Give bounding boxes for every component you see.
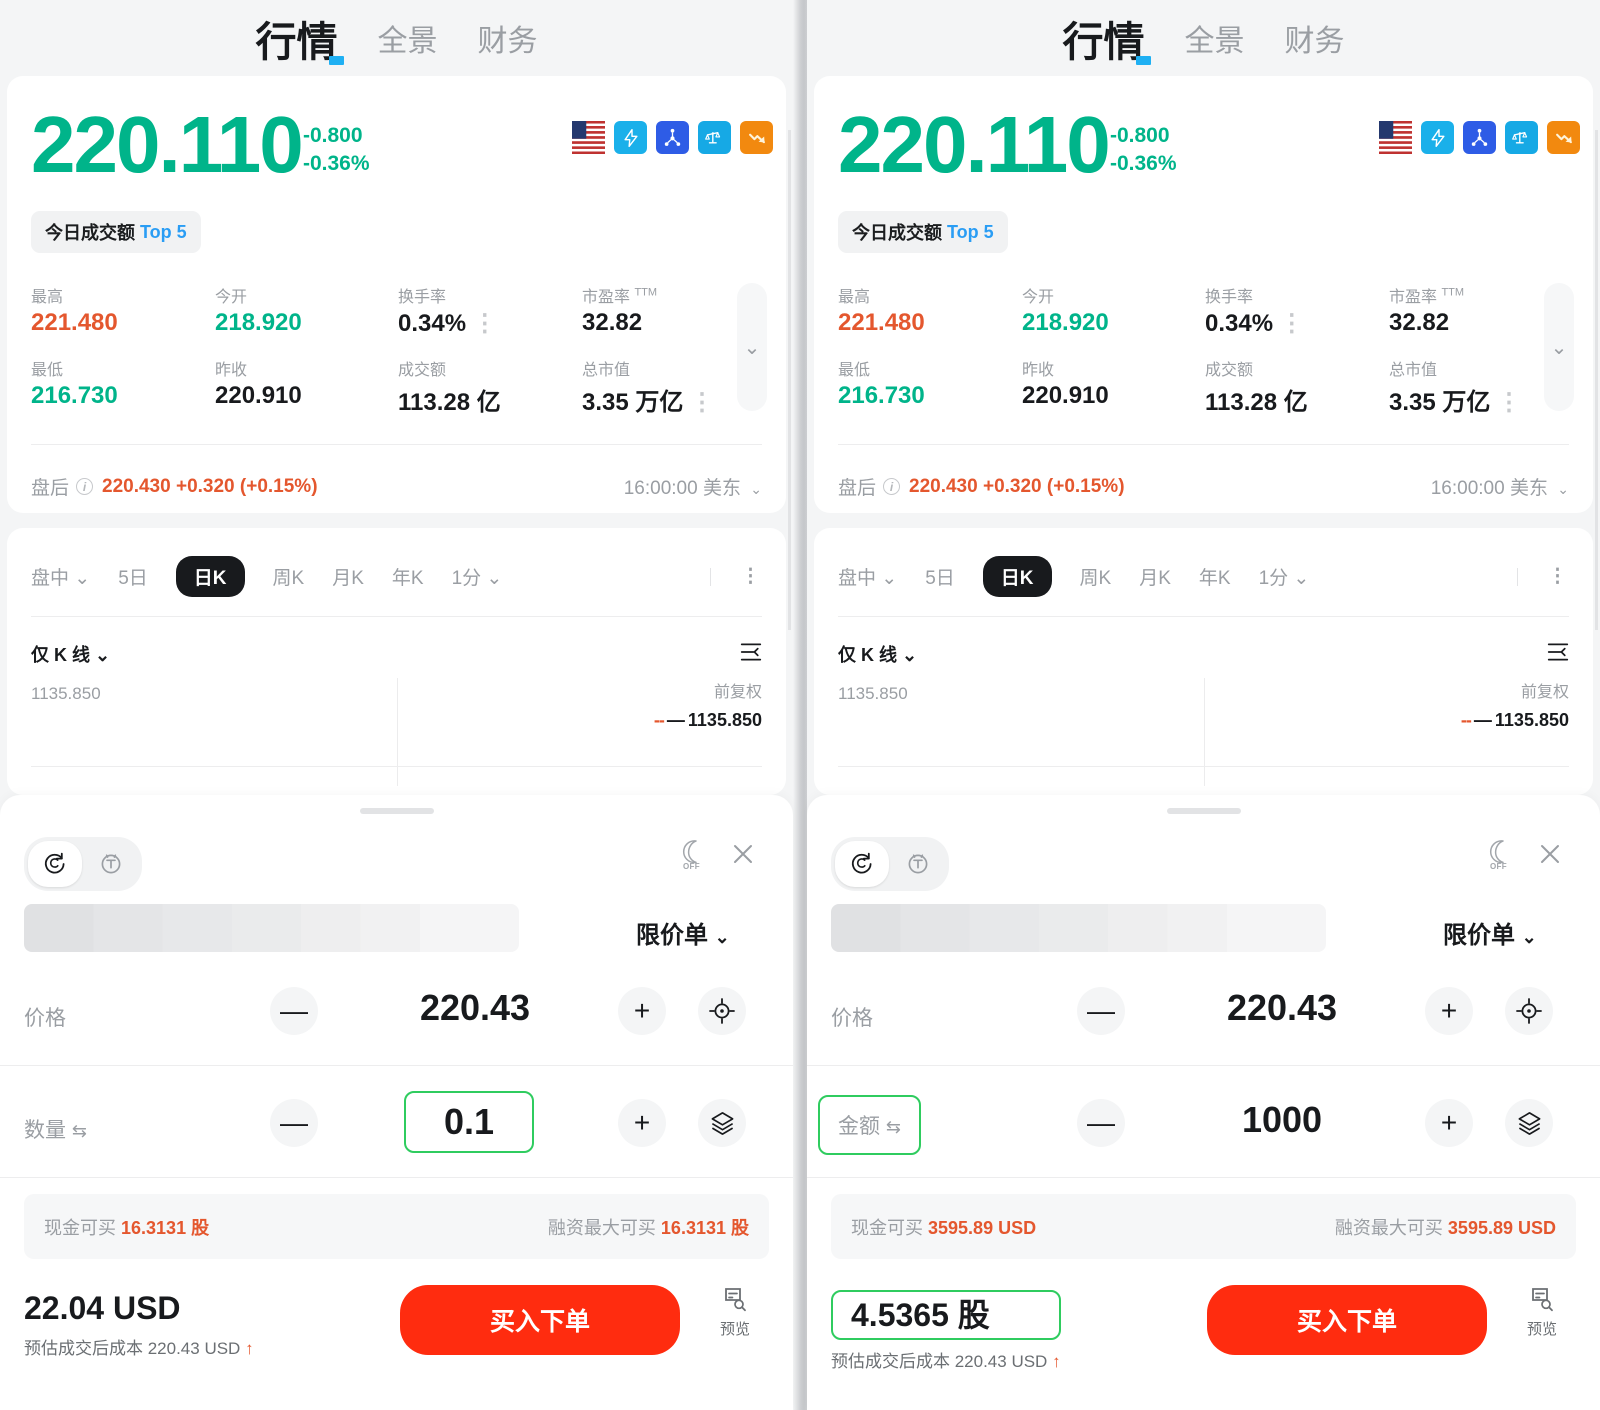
svg-text:OFF: OFF	[1490, 862, 1507, 871]
svg-text:OFF: OFF	[683, 862, 700, 871]
